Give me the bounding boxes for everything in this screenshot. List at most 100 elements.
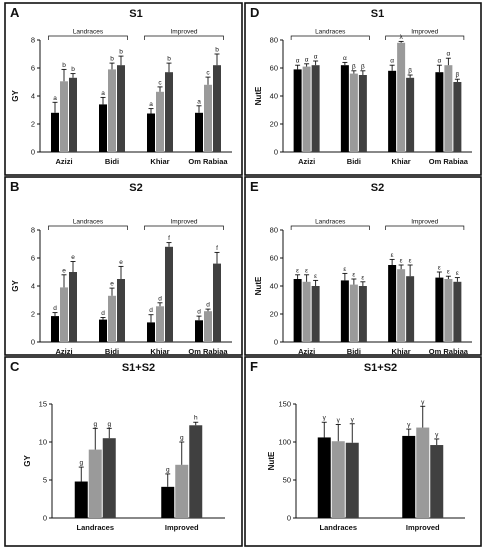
bar <box>213 65 221 152</box>
x-tick-label: Om Rabiaa <box>188 347 228 356</box>
group-label: Landraces <box>73 219 104 226</box>
bar <box>51 112 59 152</box>
significance-letter: α <box>314 54 318 61</box>
significance-letter: α <box>296 58 300 65</box>
significance-letter: d <box>53 305 57 312</box>
significance-letter: b <box>62 62 66 69</box>
bar <box>311 65 320 152</box>
y-tick-label: 60 <box>270 64 278 73</box>
bar <box>74 481 88 518</box>
panel-border <box>4 176 243 356</box>
group-label: Landraces <box>315 219 346 226</box>
bar <box>293 279 302 342</box>
bar <box>397 269 406 342</box>
group-label: Improved <box>411 29 438 36</box>
significance-letter: β <box>456 72 460 79</box>
y-tick-label: 80 <box>270 226 278 235</box>
significance-letter: d <box>149 307 153 314</box>
group-label: Improved <box>170 219 197 226</box>
significance-letter: d <box>206 302 210 309</box>
bar <box>156 91 164 152</box>
panel-title: S1 <box>371 8 384 20</box>
y-tick-label: 100 <box>278 438 291 447</box>
significance-letter: γ <box>323 415 327 422</box>
bar <box>204 84 212 152</box>
y-axis-label: GY <box>11 280 20 292</box>
significance-letter: α <box>305 56 309 63</box>
y-tick-label: 2 <box>31 310 35 319</box>
x-tick-label: Khiar <box>392 157 411 166</box>
significance-letter: a <box>149 101 153 108</box>
panel-letter: C <box>10 359 20 374</box>
bar <box>358 75 367 152</box>
panel-F: F S1+S2 0 50 100 150 NutE γ γ γ Landraces γ γ γ Improv… <box>244 356 482 547</box>
y-axis-label: NutE <box>267 451 276 470</box>
significance-letter: f <box>216 245 218 252</box>
panel-letter: E <box>250 179 259 194</box>
bar <box>340 65 349 152</box>
y-tick-label: 6 <box>31 64 35 73</box>
y-tick-label: 0 <box>274 338 278 347</box>
significance-letter: β <box>361 63 365 70</box>
x-tick-label: Azizi <box>55 157 72 166</box>
significance-letter: e <box>62 267 66 274</box>
bar <box>311 286 320 342</box>
y-axis-label: GY <box>23 455 32 467</box>
significance-letter: a <box>53 95 57 102</box>
x-tick-label: Khiar <box>150 157 169 166</box>
x-tick-label: Om Rabiaa <box>429 347 469 356</box>
significance-letter: c <box>206 70 210 77</box>
significance-letter: γ <box>435 431 439 438</box>
bar <box>99 319 107 342</box>
panel-C: C S1+S2 0 5 10 15 GY g g g Landraces g g h Improved <box>4 356 243 547</box>
bar <box>293 69 302 152</box>
significance-letter: g <box>93 421 97 428</box>
bar <box>60 81 68 152</box>
panel-letter: D <box>250 5 259 20</box>
x-tick-label: Bidi <box>105 347 119 356</box>
bar <box>388 70 397 152</box>
significance-letter: d <box>197 309 201 316</box>
y-tick-label: 0 <box>31 148 35 157</box>
panel-border <box>244 2 482 176</box>
bar <box>345 442 359 518</box>
panel-border <box>4 356 243 547</box>
y-axis-label: GY <box>11 90 20 102</box>
bar <box>331 441 345 518</box>
bar <box>340 280 349 342</box>
panel-title: S2 <box>129 182 142 194</box>
y-tick-label: 2 <box>31 120 35 129</box>
significance-letter: b <box>167 56 171 63</box>
significance-letter: ε <box>314 273 317 280</box>
bar <box>349 284 358 342</box>
significance-letter: e <box>110 281 114 288</box>
bar <box>147 322 155 342</box>
significance-letter: α <box>390 58 394 65</box>
bar <box>165 72 173 152</box>
significance-letter: ε <box>400 258 403 265</box>
bar <box>416 427 430 518</box>
x-tick-label: Azizi <box>298 157 315 166</box>
significance-letter: λ <box>400 34 404 41</box>
bar <box>317 437 331 518</box>
y-tick-label: 50 <box>283 476 291 485</box>
panel-letter: B <box>10 179 19 194</box>
significance-letter: g <box>79 460 83 467</box>
significance-letter: b <box>71 66 75 73</box>
significance-letter: g <box>107 421 111 428</box>
group-bracket <box>144 225 224 230</box>
bar <box>108 69 116 152</box>
y-tick-label: 6 <box>31 254 35 263</box>
significance-letter: b <box>119 49 123 56</box>
significance-letter: g <box>166 466 170 473</box>
significance-letter: d <box>101 310 105 317</box>
bar <box>165 246 173 342</box>
bar <box>302 66 311 152</box>
y-tick-label: 40 <box>270 92 278 101</box>
significance-letter: ε <box>409 258 412 265</box>
x-tick-label: Improved <box>406 523 440 532</box>
bar <box>147 113 155 152</box>
